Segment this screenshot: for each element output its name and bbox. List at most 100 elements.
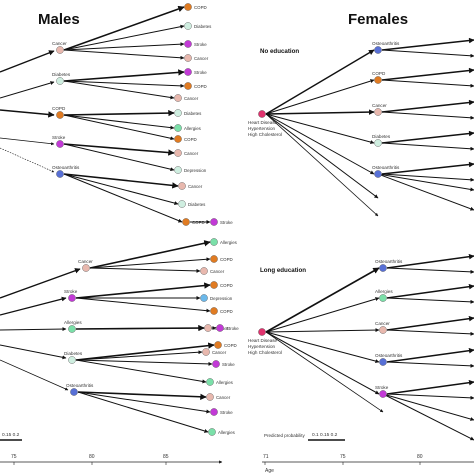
legend-right-values: 0.1 0.15 0.2 [312, 432, 338, 438]
axis-tick-label: 80 [89, 454, 95, 460]
transition-edge [0, 137, 55, 146]
male-top-leaf-node [174, 166, 182, 174]
male-top-leaf-label: COPD [194, 84, 207, 89]
transition-edge [382, 393, 474, 441]
axis-tick-label: 71 [263, 454, 269, 460]
transition-edge [265, 113, 379, 199]
male-top-leaf-node [210, 218, 218, 226]
male-top-leaf-label: COPD [192, 220, 205, 225]
male-bottom-mid-node [68, 294, 76, 302]
transition-edge [77, 391, 209, 433]
transition-edge [77, 391, 211, 414]
transition-edge [381, 49, 474, 58]
female-top-mid-label: Cancer [372, 103, 387, 108]
transition-edge [386, 267, 474, 274]
male-top-leaf-node [174, 94, 182, 102]
female-bottom-mid-label: Cancer [375, 321, 390, 326]
legend-left: 0.15 0.2 [0, 432, 22, 441]
transition-edge [0, 359, 69, 391]
male-bottom-leaf-label: Depression [210, 296, 233, 301]
female-top-mid-node [374, 46, 382, 54]
male-bottom-mid-label: Stroke [64, 289, 78, 294]
transition-edge [77, 391, 207, 400]
transition-edge [0, 109, 55, 118]
legend-title: Predicted probability [264, 433, 306, 438]
axis-label-age: Age [265, 468, 274, 474]
male-bottom-leaf-node [210, 307, 218, 315]
female-top-mid-label: Diabetes [372, 134, 391, 139]
axis-tick-label: 75 [340, 454, 346, 460]
male-top-mid-node [56, 170, 64, 178]
male-top-leaf-label: Cancer [184, 151, 199, 156]
female-top-mid-label: Osteoarthritis [372, 41, 400, 46]
male-top-mid-label: Cancer [52, 41, 67, 46]
male-top-leaf-node [178, 200, 186, 208]
transition-edge [265, 331, 380, 364]
legend-right: Predicted probability 0.1 0.15 0.2 [264, 432, 345, 441]
transition-edge [386, 379, 474, 395]
transition-edge [265, 297, 380, 333]
transition-edge [75, 297, 211, 313]
male-top-leaf-label: Allergies [184, 126, 202, 131]
female-bottom-mid-node [379, 326, 387, 334]
male-top-leaf-label: Stroke [194, 70, 207, 75]
male-bottom-leaf-node [208, 428, 216, 436]
transition-edge [265, 113, 375, 144]
axis-tick-label: 85 [163, 454, 169, 460]
transition-edge [0, 327, 67, 332]
male-top-leaf-label: Stroke [194, 42, 207, 47]
male-top-leaf-node [174, 109, 182, 117]
root-label-line: High Cholesterol [248, 132, 282, 137]
transition-edge [386, 329, 474, 336]
male-top-mid-label: Osteoarthritis [52, 165, 80, 170]
male-bottom-leaf-node [204, 324, 212, 332]
transition-edge [381, 142, 474, 151]
transition-edge [381, 173, 474, 182]
male-top-leaf-label: Cancer [194, 56, 209, 61]
male-top-leaf-node [174, 135, 182, 143]
transition-edge [381, 111, 474, 120]
male-top-leaf-label: Depression [184, 168, 207, 173]
female-top-mid-node [374, 76, 382, 84]
transition-edge [63, 143, 175, 156]
transition-edge [381, 161, 474, 175]
male-bottom-mid-node [82, 264, 90, 272]
transition-edge [63, 114, 175, 141]
male-bottom-leaf-node [206, 378, 214, 386]
transition-edge [381, 37, 474, 51]
female-bottom-mid-label: Osteoarthritis [375, 259, 403, 264]
transition-edge [75, 282, 211, 299]
male-bottom-leaf-label: Cancer [210, 269, 225, 274]
transition-edge [381, 67, 474, 81]
transition-edge [89, 267, 201, 273]
male-top-leaf-label: Stroke [220, 220, 233, 225]
male-bottom-leaf-label: Stroke [222, 362, 235, 367]
male-bottom-mid-label: Cancer [78, 259, 93, 264]
subtitle-no-education: No education [260, 48, 299, 55]
transition-edge [0, 344, 67, 360]
male-bottom-leaf-node [210, 238, 218, 246]
node-layer: Cancer Diabetes COPD Stroke Osteoarthritis CO… [52, 3, 403, 436]
root-label-line: High Cholesterol [248, 350, 282, 355]
root-label-line: Hypertension [248, 126, 276, 131]
transition-edge [75, 342, 215, 361]
male-top-mid-node [56, 46, 64, 54]
female-root-node-no-education [258, 110, 266, 118]
female-bottom-mid-node [379, 358, 387, 366]
transition-edge [63, 173, 183, 223]
male-bottom-mid-label: Allergies [64, 320, 82, 325]
female-bottom-mid-node [379, 294, 387, 302]
male-bottom-leaf-label: Cancer [216, 395, 231, 400]
transition-edge [265, 113, 379, 217]
female-top-mid-label: Osteoarthritis [372, 165, 400, 170]
female-top-mid-node [374, 170, 382, 178]
transition-edge [0, 296, 67, 316]
male-top-leaf-node [184, 82, 192, 90]
transition-edge [63, 173, 179, 206]
transition-edge [75, 359, 213, 366]
male-bottom-leaf-label: Stroke [220, 410, 233, 415]
male-bottom-leaf-label: Stroke [226, 326, 239, 331]
panel-title-females: Females [348, 11, 408, 28]
male-bottom-leaf-label: COPD [224, 343, 237, 348]
root-label-line: Hypertension [248, 344, 276, 349]
